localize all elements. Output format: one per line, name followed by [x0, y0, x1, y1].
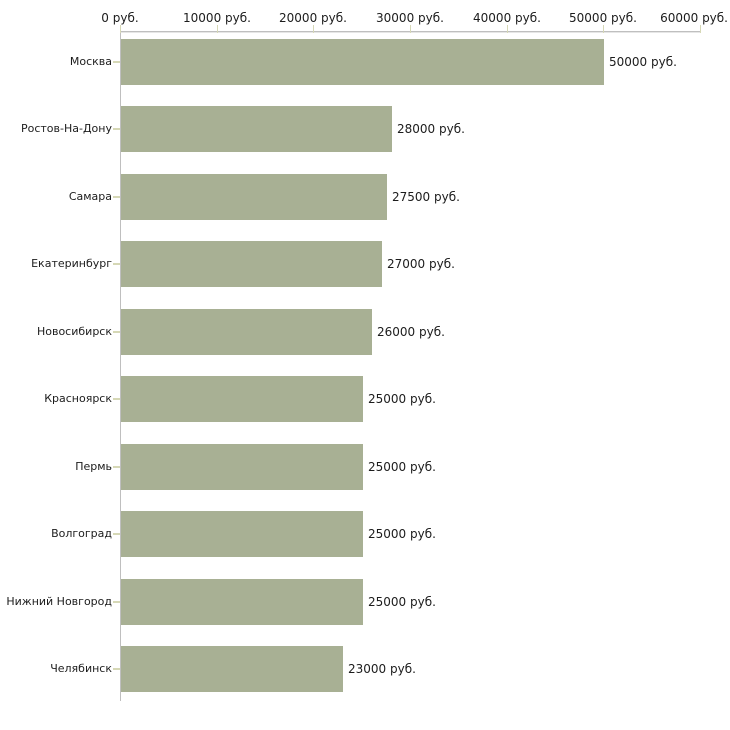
y-axis-tick — [113, 263, 120, 265]
bar — [121, 39, 604, 85]
bar — [121, 444, 363, 490]
x-axis-tick-label: 10000 руб. — [183, 11, 251, 25]
x-axis-tick-label: 40000 руб. — [473, 11, 541, 25]
category-label: Самара — [68, 190, 112, 203]
y-axis-tick — [113, 128, 120, 130]
x-axis-tick — [217, 25, 218, 33]
y-axis-tick — [113, 668, 120, 670]
bar — [121, 646, 343, 692]
value-label: 28000 руб. — [397, 122, 465, 136]
value-label: 26000 руб. — [377, 325, 445, 339]
x-axis-tick — [410, 25, 411, 33]
bar — [121, 376, 363, 422]
bar — [121, 106, 392, 152]
value-label: 27500 руб. — [392, 190, 460, 204]
y-axis-tick — [113, 331, 120, 333]
category-label: Пермь — [75, 460, 112, 473]
y-axis-tick — [113, 398, 120, 400]
bar — [121, 579, 363, 625]
value-label: 25000 руб. — [368, 392, 436, 406]
category-label: Нижний Новгород — [6, 595, 112, 608]
x-axis-tick — [700, 25, 701, 33]
bar — [121, 241, 382, 287]
y-axis-tick — [113, 196, 120, 198]
x-axis-tick-label: 0 руб. — [101, 11, 139, 25]
value-label: 25000 руб. — [368, 527, 436, 541]
y-axis-tick — [113, 61, 120, 63]
bar — [121, 174, 387, 220]
x-axis-tick — [603, 25, 604, 33]
y-axis-tick — [113, 466, 120, 468]
category-label: Волгоград — [51, 527, 112, 540]
x-axis-tick-label: 30000 руб. — [376, 11, 444, 25]
y-axis-line — [120, 31, 121, 701]
category-label: Красноярск — [44, 392, 112, 405]
y-axis-tick — [113, 601, 120, 603]
category-label: Екатеринбург — [31, 257, 112, 270]
category-label: Челябинск — [50, 662, 112, 675]
value-label: 50000 руб. — [609, 55, 677, 69]
value-label: 25000 руб. — [368, 460, 436, 474]
x-axis-tick-label: 60000 руб. — [660, 11, 728, 25]
value-label: 25000 руб. — [368, 595, 436, 609]
bar — [121, 309, 372, 355]
x-axis-tick — [313, 25, 314, 33]
x-axis-tick — [120, 25, 121, 33]
x-axis-tick-label: 20000 руб. — [279, 11, 347, 25]
y-axis-tick — [113, 533, 120, 535]
category-label: Москва — [69, 55, 112, 68]
value-label: 23000 руб. — [348, 662, 416, 676]
x-axis-tick-label: 50000 руб. — [569, 11, 637, 25]
x-axis-tick — [507, 25, 508, 33]
value-label: 27000 руб. — [387, 257, 455, 271]
category-label: Новосибирск — [36, 325, 112, 338]
bar — [121, 511, 363, 557]
category-label: Ростов-На-Дону — [20, 122, 112, 135]
